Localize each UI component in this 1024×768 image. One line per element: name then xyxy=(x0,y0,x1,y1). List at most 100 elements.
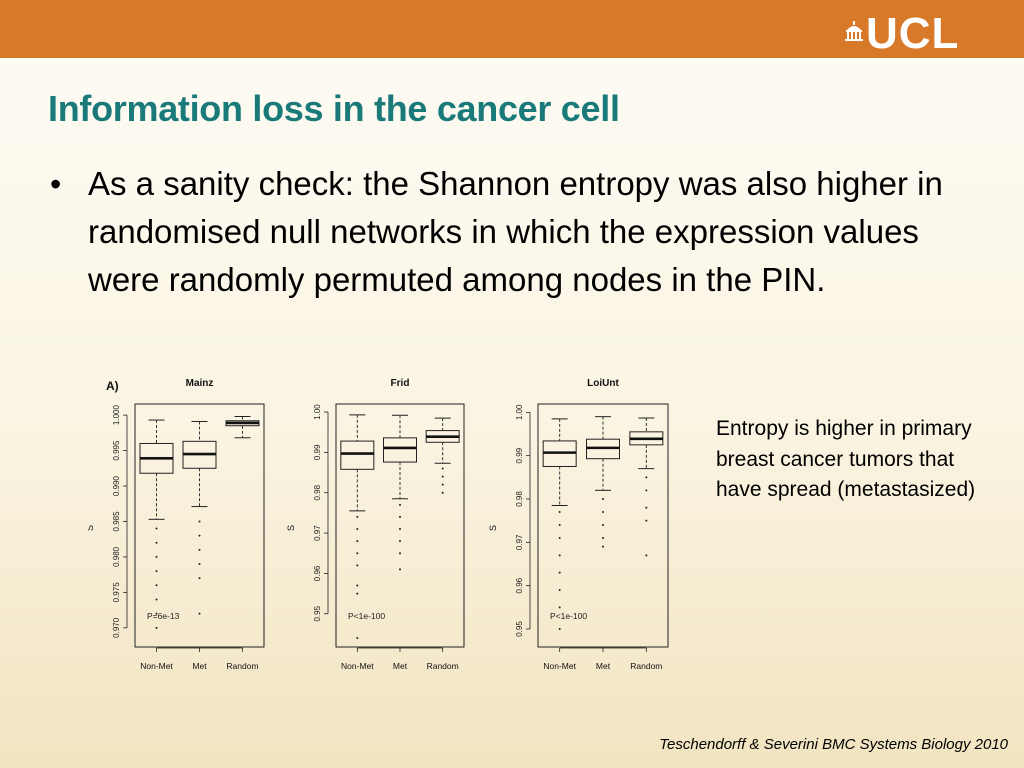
mainz-outlier-point xyxy=(155,626,158,629)
frid-outlier-point xyxy=(399,503,401,506)
frid-p-value: P<1e-100 xyxy=(348,611,385,621)
mainz-outlier-point xyxy=(198,548,201,551)
mainz-outlier-point xyxy=(198,520,201,523)
mainz-p-value: P=6e-13 xyxy=(147,611,180,621)
loiunt-x-tick-label: Met xyxy=(596,661,611,671)
mainz-outlier-point xyxy=(198,563,201,565)
loiunt-outlier-point xyxy=(602,545,604,548)
mainz-x-tick-label: Non-Met xyxy=(140,661,173,671)
loiunt-outlier-point xyxy=(645,519,648,522)
loiunt-y-tick-label: 0.95 xyxy=(515,621,524,637)
frid-y-tick-label: 1.00 xyxy=(313,404,322,420)
loiunt-outlier-point xyxy=(558,511,561,513)
mainz-plot-frame xyxy=(134,403,265,648)
loiunt-plot-frame xyxy=(537,403,669,648)
bullet-text: As a sanity check: the Shannon entropy w… xyxy=(88,165,943,298)
loiunt-outlier-point xyxy=(602,537,604,539)
citation: Teschendorff & Severini BMC Systems Biol… xyxy=(659,736,1008,753)
loiunt-outlier-point xyxy=(602,511,604,513)
ucl-logo: UCL xyxy=(844,10,994,58)
mainz-outlier-point xyxy=(155,584,158,587)
mainz-outlier-point xyxy=(155,541,158,544)
loiunt-outlier-point xyxy=(558,628,561,630)
mainz-outlier-point xyxy=(155,527,158,530)
frid-outlier-point xyxy=(356,636,359,639)
frid-x-tick-label: Met xyxy=(393,661,408,671)
frid-outlier-point xyxy=(399,552,401,555)
mainz-y-tick-label: 0.975 xyxy=(112,582,121,603)
mainz-ylabel: S xyxy=(88,525,95,531)
frid-y-tick-label: 0.96 xyxy=(313,565,322,581)
mainz-outlier-point xyxy=(155,612,158,615)
frid-y-tick-label: 0.98 xyxy=(313,484,322,500)
frid-outlier-point xyxy=(356,540,359,543)
loiunt-outlier-point xyxy=(602,524,604,526)
mainz-y-tick-label: 0.995 xyxy=(112,440,121,461)
mainz-y-tick-label: 0.985 xyxy=(112,511,121,532)
mainz-y-tick-label: 0.980 xyxy=(112,546,121,567)
mainz-outlier-point xyxy=(155,570,158,573)
frid-outlier-point xyxy=(356,552,359,555)
panel-label: A) xyxy=(106,379,119,393)
frid-outlier-point xyxy=(441,475,444,478)
mainz-title: Mainz xyxy=(186,378,214,389)
logo-text: UCL xyxy=(866,9,960,58)
loiunt-p-value: P<1e-100 xyxy=(550,611,587,621)
boxplot-figure: A) Mainz S 0.970 0.975 0.980 0.985 0.990 0.995 1… xyxy=(85,368,678,678)
frid-x-tick-label: Random xyxy=(427,661,459,671)
frid-y-tick-label: 0.95 xyxy=(313,605,322,621)
loiunt-outlier-point xyxy=(558,589,561,591)
bullet-dot: • xyxy=(50,166,62,202)
frid-y-tick-label: 0.99 xyxy=(313,444,322,460)
loiunt-y-tick-label: 0.99 xyxy=(515,447,524,463)
frid-y-tick-label: 0.97 xyxy=(313,525,322,541)
side-note: Entropy is higher in primary breast canc… xyxy=(716,417,976,501)
loiunt-outlier-point xyxy=(558,571,561,574)
frid-ylabel: S xyxy=(286,525,296,531)
frid-box xyxy=(383,437,417,463)
loiunt-outlier-point xyxy=(558,554,561,557)
frid-outlier-point xyxy=(441,483,444,486)
loiunt-title: LoiUnt xyxy=(587,378,619,389)
frid-outlier-point xyxy=(399,528,401,531)
loiunt-outlier-point xyxy=(645,489,648,492)
mainz-outlier-point xyxy=(198,577,201,580)
loiunt-x-tick-label: Non-Met xyxy=(543,661,576,671)
loiunt-y-tick-label: 0.97 xyxy=(515,534,524,550)
mainz-outlier-point xyxy=(155,598,158,601)
loiunt-outlier-point xyxy=(558,524,561,526)
header-bar: UCL xyxy=(0,0,1024,58)
loiunt-outlier-point xyxy=(558,537,561,539)
loiunt-outlier-point xyxy=(645,554,648,557)
loiunt-x-tick-label: Random xyxy=(630,661,662,671)
bullet-item: • As a sanity check: the Shannon entropy… xyxy=(50,160,980,304)
mainz-outlier-point xyxy=(198,612,201,615)
frid-outlier-point xyxy=(399,568,401,571)
frid-x-tick-label: Non-Met xyxy=(341,661,374,671)
loiunt-outlier-point xyxy=(645,476,648,479)
mainz-outlier-point xyxy=(198,534,201,537)
mainz-y-tick-label: 0.990 xyxy=(112,475,121,496)
frid-outlier-point xyxy=(399,540,401,543)
loiunt-y-tick-label: 0.96 xyxy=(515,577,524,593)
frid-outlier-point xyxy=(399,515,401,518)
loiunt-y-tick-label: 1.00 xyxy=(515,404,524,420)
frid-outlier-point xyxy=(356,528,359,531)
frid-outlier-point xyxy=(356,515,359,518)
frid-outlier-point xyxy=(441,467,444,470)
mainz-x-tick-label: Random xyxy=(226,661,258,671)
loiunt-outlier-point xyxy=(645,506,648,509)
loiunt-y-tick-label: 0.98 xyxy=(515,491,524,507)
frid-outlier-point xyxy=(356,564,359,567)
slide-title: Information loss in the cancer cell xyxy=(48,88,620,129)
frid-box xyxy=(340,440,375,470)
mainz-y-tick-label: 0.970 xyxy=(112,617,121,638)
loiunt-ylabel: S xyxy=(488,525,498,531)
frid-plot-frame xyxy=(335,403,465,648)
mainz-y-tick-label: 1.000 xyxy=(112,405,121,426)
mainz-outlier-point xyxy=(155,555,158,558)
loiunt-outlier-point xyxy=(558,606,561,609)
frid-outlier-point xyxy=(356,584,359,587)
loiunt-outlier-point xyxy=(602,498,604,500)
frid-title: Frid xyxy=(391,378,410,389)
